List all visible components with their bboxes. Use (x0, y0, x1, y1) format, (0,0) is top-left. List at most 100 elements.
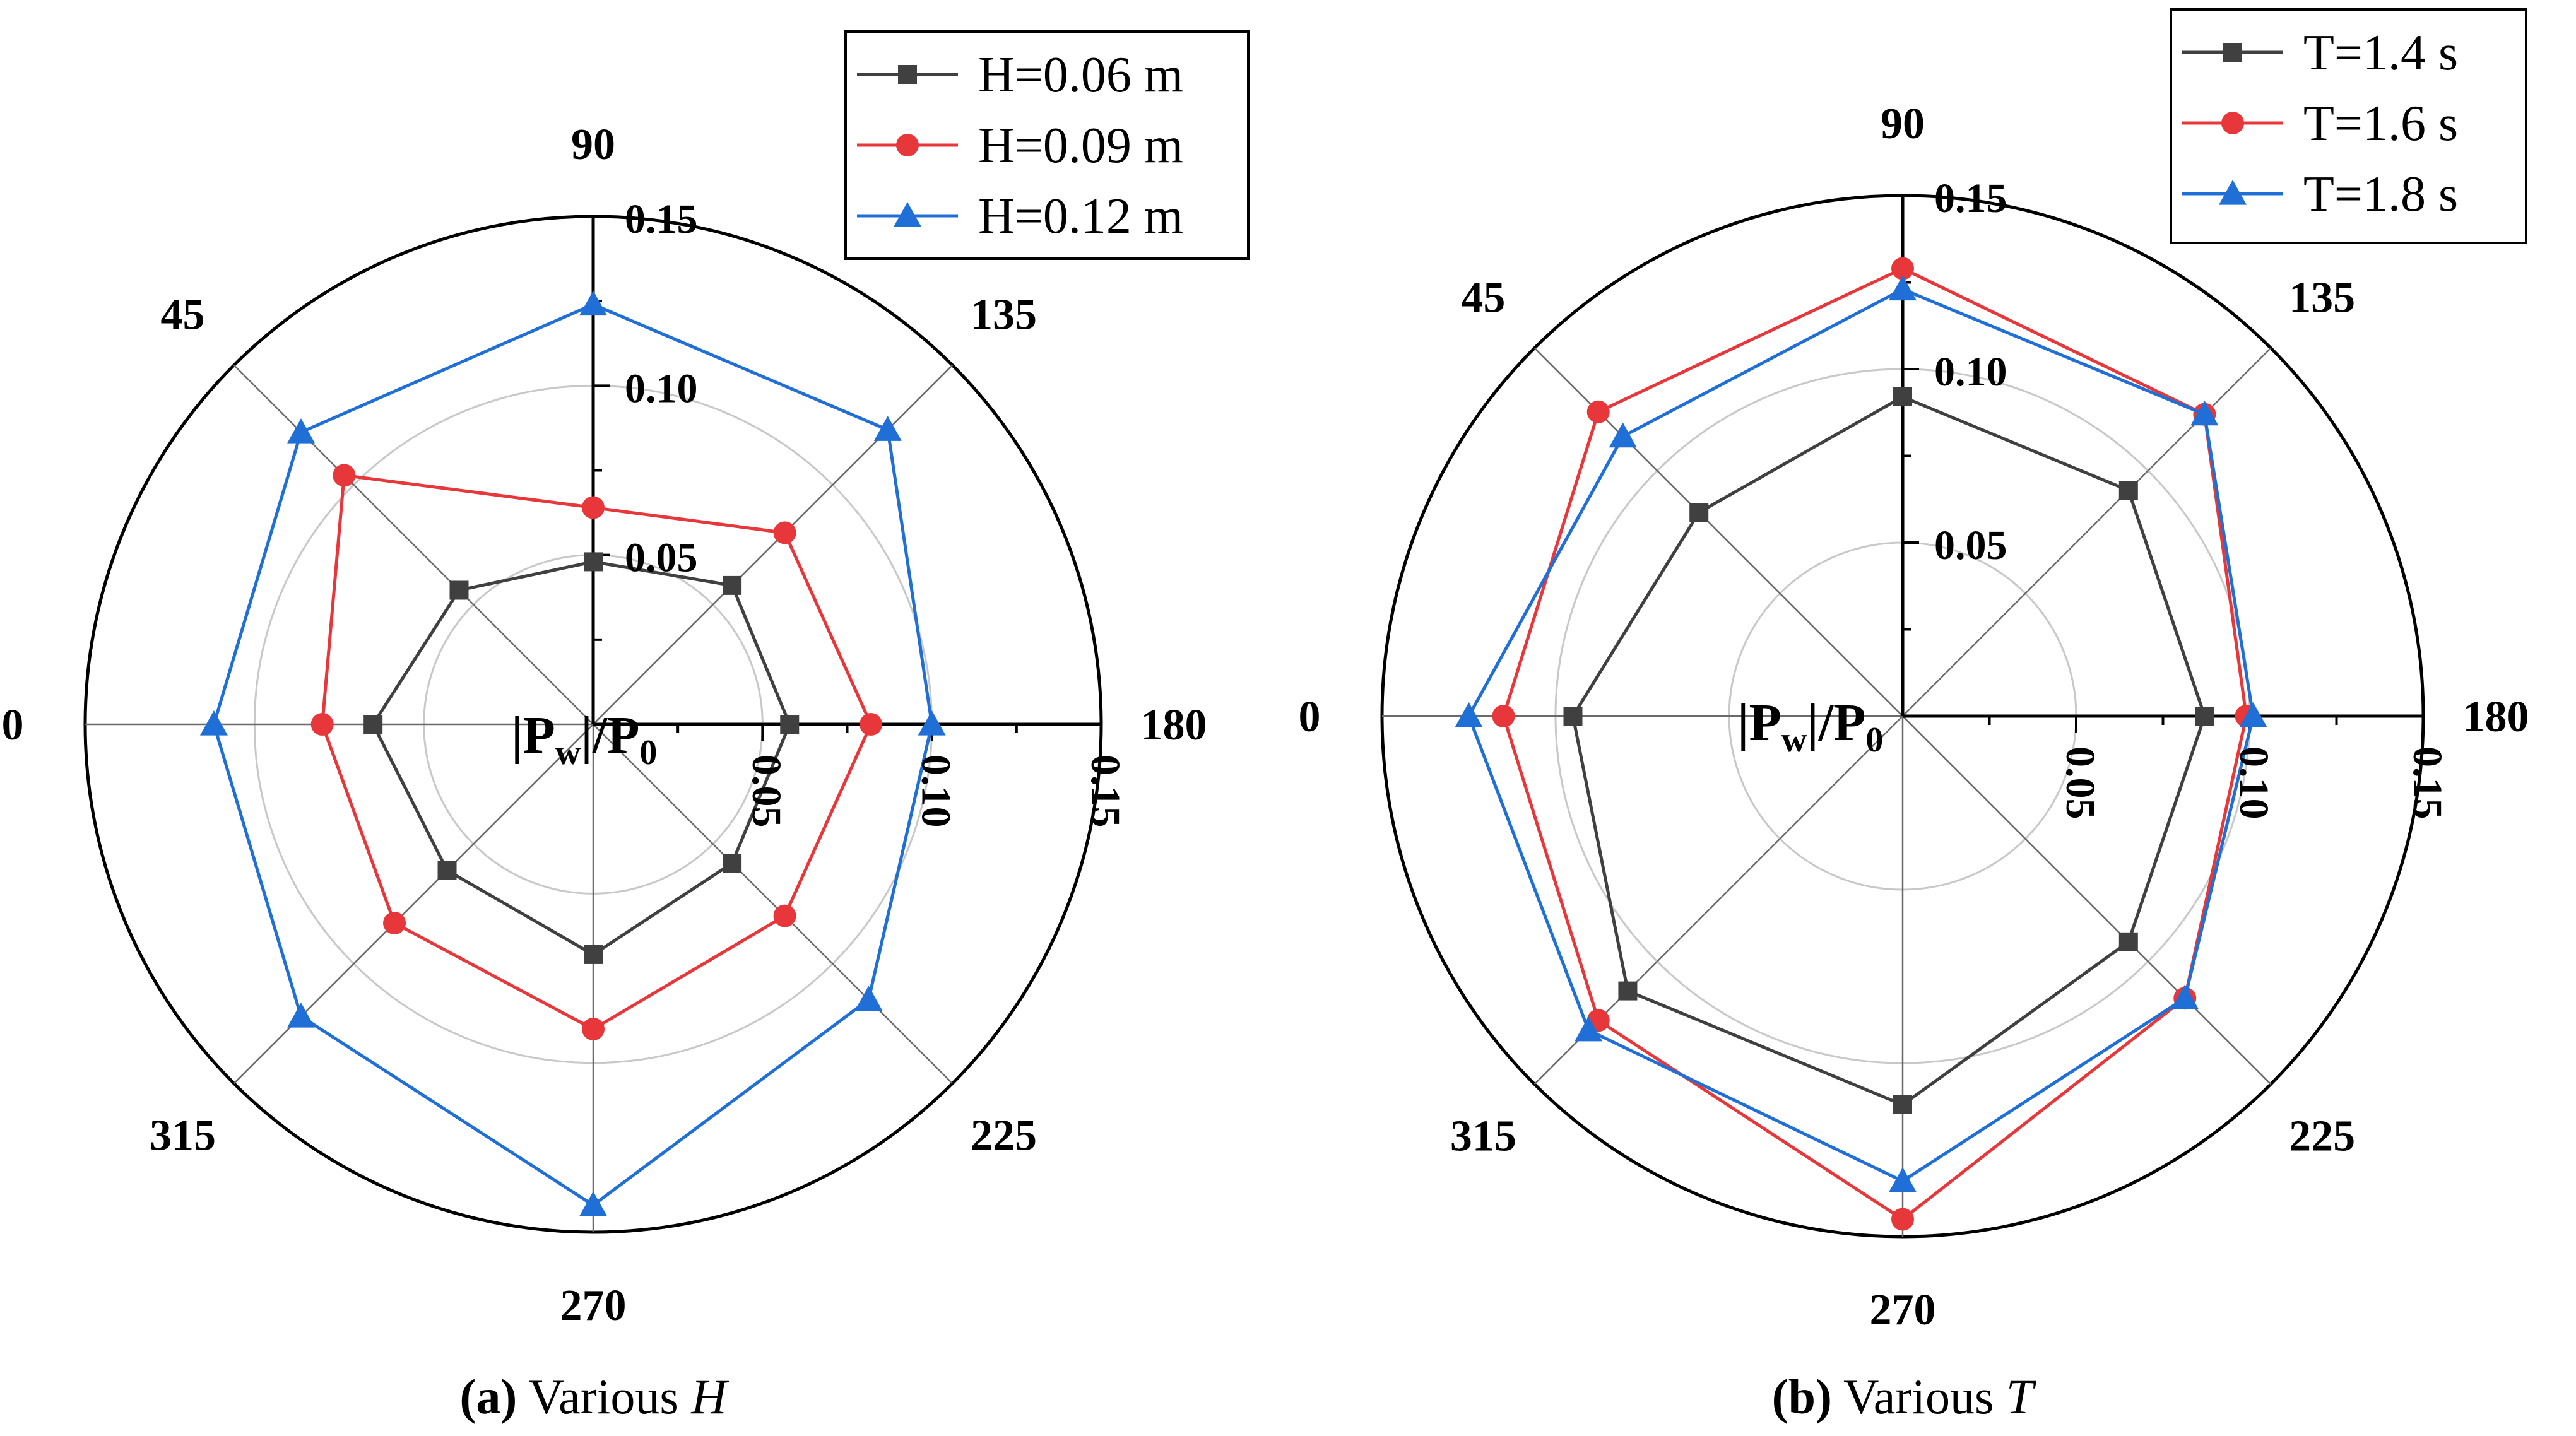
legend-marker (894, 202, 921, 227)
panel-a-series (199, 290, 946, 1216)
spoke-line (1902, 715, 2272, 1085)
panel-a-theta-labels: 0 45 90 135 180 225 270 315 (2, 121, 1207, 1330)
radial-tick-label: 0.05 (625, 535, 698, 581)
data-point (310, 713, 334, 736)
theta-label: 315 (150, 1112, 216, 1160)
data-point (1893, 387, 1912, 406)
data-point (1492, 705, 1515, 727)
legend-marker (898, 65, 917, 84)
panel-a-radial-axis-label: |Pw|/P0 (511, 706, 657, 772)
data-point (1891, 1208, 1914, 1231)
legend-marker (2221, 112, 2244, 134)
data-point (2171, 984, 2199, 1009)
legend-marker (896, 134, 919, 156)
panel-b-chart: 0 45 90 135 180 225 270 315 0.05 0.05 0.10 0.10 0.1… (1299, 8, 2529, 1424)
data-point (1609, 422, 1637, 448)
data-point (773, 904, 796, 927)
data-point (1889, 275, 1917, 301)
panel-b-series (1455, 257, 2267, 1231)
data-point (579, 290, 607, 316)
theta-label: 45 (1461, 273, 1505, 322)
data-point (2118, 481, 2138, 500)
radial-tick-label: 0.05 (1934, 522, 2007, 568)
theta-label: 180 (2463, 693, 2529, 741)
legend-label: T=1.4 s (2303, 25, 2458, 81)
data-point (199, 710, 228, 736)
legend-label: T=1.8 s (2303, 167, 2458, 222)
theta-label: 90 (571, 121, 615, 169)
radial-tick-label: 0.15 (2404, 746, 2450, 820)
data-point (1575, 1016, 1603, 1042)
legend-marker (2219, 180, 2247, 205)
radial-tick-label: 0.15 (1934, 175, 2007, 221)
legend-marker (2223, 43, 2242, 62)
radial-tick-label: 0.05 (743, 755, 789, 828)
panel-b-radial-ticks: 0.05 0.05 0.10 0.10 0.15 0.15 (1934, 175, 2450, 820)
panel-a-chart: 0 45 90 135 180 225 270 315 0.05 0.05 0.10 0.10 0.1… (2, 30, 1250, 1424)
data-point (854, 986, 883, 1011)
data-point (1618, 981, 1638, 1001)
data-point (2195, 707, 2214, 726)
data-point (287, 418, 316, 444)
spoke-line (233, 724, 594, 1085)
panel-b-caption: (b) Various T (1772, 1369, 2036, 1424)
theta-label: 225 (2289, 1112, 2355, 1161)
data-point (579, 1191, 607, 1216)
theta-label: 135 (971, 290, 1037, 339)
legend-label: H=0.12 m (978, 189, 1183, 244)
data-point (1891, 257, 1914, 280)
data-point (584, 552, 603, 572)
theta-label: 270 (1870, 1286, 1936, 1334)
series-line (1571, 395, 2207, 1107)
data-point (873, 416, 902, 441)
data-point (383, 911, 406, 934)
panel-a-legend: H=0.06 m H=0.09 m H=0.12 m (844, 30, 1250, 260)
panel-a-radial-ticks: 0.05 0.05 0.10 0.10 0.15 0.15 (625, 196, 1128, 828)
data-point (582, 1018, 605, 1040)
data-point (2118, 932, 2138, 951)
theta-label: 0 (1299, 693, 1321, 741)
data-point (780, 715, 800, 734)
radial-tick-label: 0.15 (1082, 755, 1128, 828)
theta-label: 270 (560, 1281, 627, 1330)
spoke-line (1533, 347, 1903, 717)
data-point (918, 710, 946, 736)
data-point (723, 854, 742, 873)
radial-tick-label: 0.10 (2231, 746, 2277, 820)
legend-label: H=0.06 m (978, 47, 1183, 103)
panel-b-radial-axis-label: |Pw|/P0 (1737, 693, 1883, 760)
data-point (860, 713, 883, 736)
panel-b-theta-labels: 0 45 90 135 180 225 270 315 (1299, 100, 2529, 1334)
theta-label: 315 (1450, 1112, 1516, 1161)
data-point (1586, 400, 1610, 423)
data-point (449, 580, 469, 600)
theta-label: 180 (1141, 701, 1207, 750)
data-point (1889, 1167, 1917, 1192)
spoke-line (233, 364, 594, 725)
data-point (363, 715, 383, 734)
data-point (1455, 702, 1483, 727)
theta-label: 0 (2, 701, 24, 750)
data-point (1689, 503, 1709, 522)
data-point (723, 575, 742, 595)
panel-b-legend: T=1.4 s T=1.6 s T=1.8 s (2170, 8, 2527, 244)
data-point (287, 1002, 316, 1028)
theta-label: 90 (1881, 100, 1925, 148)
data-point (1563, 707, 1583, 726)
spoke-line (593, 724, 954, 1085)
data-point (584, 945, 603, 964)
radial-tick-label: 0.10 (1934, 349, 2007, 395)
data-point (773, 521, 796, 544)
panel-a-caption: (a) Various H (459, 1369, 729, 1424)
radial-tick-label: 0.15 (625, 196, 698, 242)
data-point (437, 861, 457, 880)
radial-tick-label: 0.10 (625, 365, 698, 411)
theta-label: 135 (2289, 273, 2355, 322)
data-point (2190, 400, 2219, 426)
legend-label: T=1.6 s (2303, 96, 2458, 151)
radial-tick-label: 0.10 (913, 755, 959, 828)
data-point (2239, 702, 2267, 727)
radial-tick-label: 0.05 (2057, 746, 2103, 820)
theta-label: 45 (160, 290, 204, 339)
